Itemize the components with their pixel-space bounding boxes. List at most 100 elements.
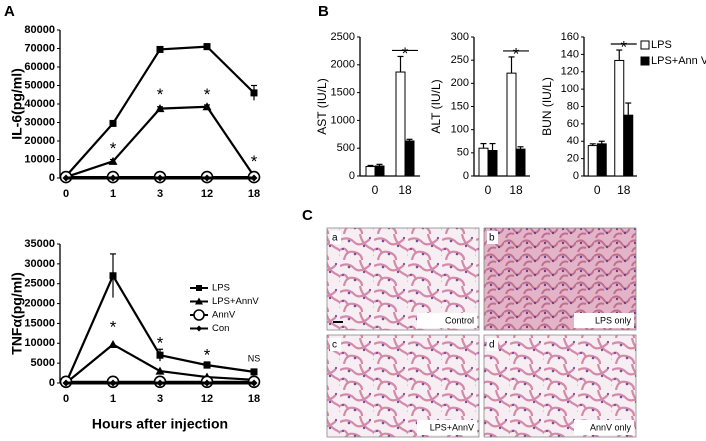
y-tick-label: 2500	[331, 31, 355, 43]
marker	[156, 351, 164, 359]
y-tick-label: 80	[567, 100, 579, 112]
y-tick-label: 150	[451, 100, 469, 112]
marker	[155, 104, 165, 113]
legend-swatch	[640, 56, 650, 66]
bar	[487, 150, 498, 177]
annotation: *	[110, 139, 117, 158]
y-tick-label: 40	[567, 135, 579, 147]
annotation: *	[513, 44, 520, 63]
marker	[156, 174, 164, 182]
marker	[108, 339, 118, 348]
y-tick-label: 2000	[331, 59, 355, 71]
panel-label: C	[302, 207, 313, 224]
marker	[62, 379, 70, 387]
marker	[109, 379, 117, 387]
y-tick-label: 35000	[24, 238, 55, 250]
bar	[506, 72, 517, 177]
marker	[203, 43, 211, 51]
y-axis-label: ALT (IU/L)	[429, 79, 443, 133]
y-tick-label: 120	[561, 66, 579, 78]
panel-label: A	[4, 3, 15, 20]
x-tick-label: 0	[594, 183, 601, 197]
letter-box	[330, 338, 341, 351]
y-tick-label: 0	[573, 170, 579, 182]
image-caption: LPS+AnnV	[430, 422, 474, 432]
annotation: *	[620, 38, 627, 57]
y-tick-label: 0	[49, 172, 55, 184]
y-axis-label: IL-6(pg/ml)	[9, 68, 25, 140]
y-tick-label: 60	[567, 118, 579, 130]
annotation: *	[204, 85, 211, 104]
bar	[404, 140, 415, 177]
y-tick-label: 25000	[24, 278, 55, 290]
y-tick-label: 10000	[24, 153, 55, 165]
annotation: NS	[248, 354, 261, 364]
letter-box	[330, 231, 341, 244]
marker	[250, 174, 258, 182]
y-tick-label: 100	[451, 124, 469, 136]
image-caption: AnnV only	[590, 422, 632, 432]
legend-label: LPS+AnnV	[212, 296, 259, 307]
marker	[155, 366, 165, 375]
caption-box	[574, 313, 634, 328]
y-tick-label: 0	[349, 170, 355, 182]
annotation: *	[204, 345, 211, 364]
caption-box	[417, 313, 477, 328]
y-tick-label: 160	[561, 31, 579, 43]
annotation: *	[157, 334, 164, 353]
y-axis-label: BUN (IU/L)	[540, 77, 554, 136]
x-tick-label: 0	[63, 393, 69, 405]
x-tick-label: 12	[201, 393, 213, 405]
y-tick-label: 40000	[24, 98, 55, 110]
x-axis-label: Hours after injection	[92, 416, 228, 432]
x-tick-label: 18	[248, 393, 260, 405]
bar	[395, 71, 406, 177]
marker	[109, 119, 117, 127]
marker	[250, 89, 258, 97]
y-tick-label: 15000	[24, 317, 55, 329]
legend-label: LPS+Ann V	[651, 55, 706, 67]
y-axis-label: TNFα(pg/ml)	[9, 272, 25, 354]
marker	[108, 156, 118, 165]
y-tick-label: 5000	[31, 357, 55, 369]
legend-swatch	[640, 40, 650, 50]
y-tick-label: 20000	[24, 135, 55, 147]
x-tick-label: 18	[248, 188, 260, 200]
marker	[202, 102, 212, 111]
x-tick-label: 1	[110, 188, 116, 200]
marker	[203, 379, 211, 387]
x-tick-label: 12	[201, 188, 213, 200]
figure-layer: A B Ca Control b LPS only c LPS+AnnV d AnnV only 0…	[4, 3, 706, 438]
x-tick-label: 3	[157, 188, 163, 200]
y-tick-label: 20000	[24, 297, 55, 309]
image-letter: d	[489, 340, 495, 351]
y-tick-label: 300	[451, 31, 469, 43]
legend-label: LPS	[212, 283, 230, 294]
panel-label: B	[318, 3, 329, 20]
legend-marker	[195, 297, 203, 305]
y-tick-label: 60000	[24, 61, 55, 73]
x-tick-label: 0	[372, 183, 379, 197]
y-tick-label: 100	[561, 83, 579, 95]
bar	[623, 114, 634, 177]
series-line	[65, 105, 255, 179]
y-tick-label: 70000	[24, 42, 55, 54]
annotation: *	[157, 85, 164, 104]
y-tick-label: 50	[457, 147, 469, 159]
y-tick-label: 0	[49, 377, 55, 389]
image-caption: LPS only	[595, 315, 632, 325]
legend-marker	[196, 285, 202, 291]
marker	[62, 174, 70, 182]
marker	[109, 272, 117, 280]
y-tick-label: 30000	[24, 258, 55, 270]
marker	[203, 174, 211, 182]
letter-box	[487, 231, 498, 244]
legend-marker	[196, 325, 202, 332]
y-tick-label: 20	[567, 153, 579, 165]
y-axis-label: AST (IU/L)	[315, 78, 329, 134]
bar	[478, 147, 489, 177]
bar	[365, 166, 376, 177]
x-tick-label: 18	[617, 183, 631, 197]
marker	[156, 45, 164, 53]
